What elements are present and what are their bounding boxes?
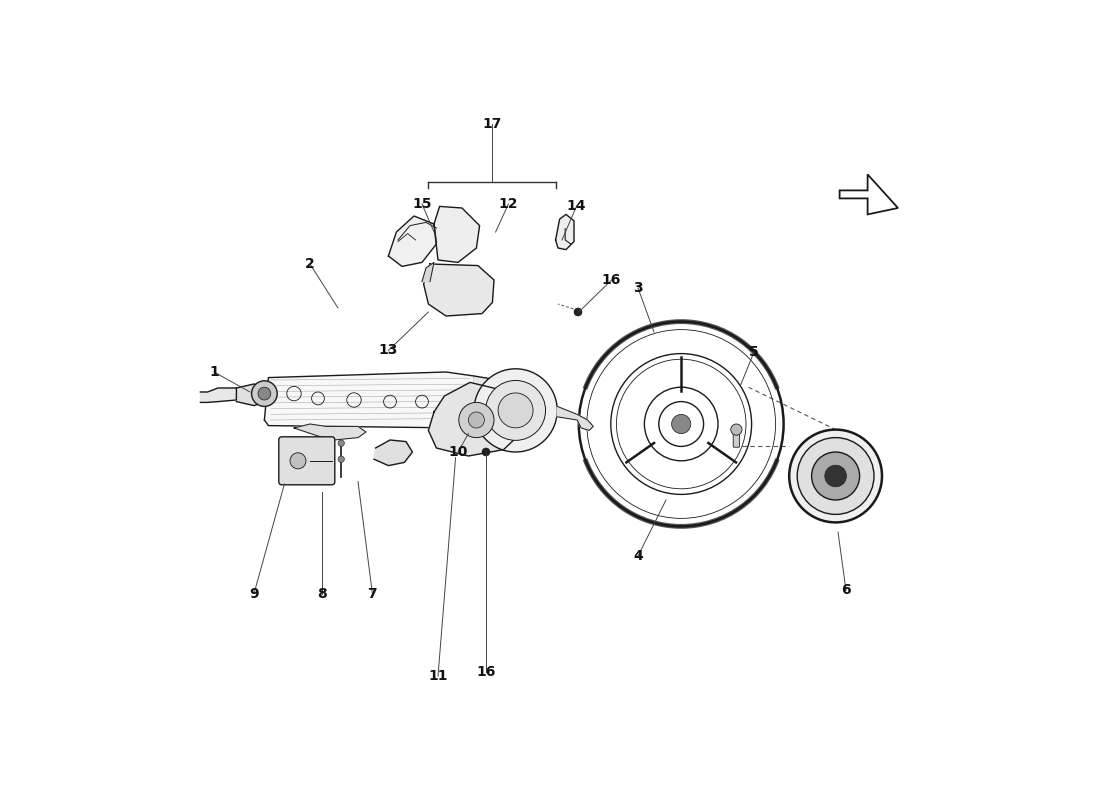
- Text: 7: 7: [367, 586, 377, 601]
- Circle shape: [290, 453, 306, 469]
- Text: 12: 12: [498, 197, 518, 211]
- Polygon shape: [556, 214, 574, 250]
- Circle shape: [672, 414, 691, 434]
- Circle shape: [798, 438, 875, 514]
- Circle shape: [812, 452, 859, 500]
- FancyBboxPatch shape: [278, 437, 334, 485]
- Text: 5: 5: [749, 345, 759, 359]
- Circle shape: [258, 387, 271, 400]
- Text: 16: 16: [476, 665, 496, 679]
- Text: 11: 11: [428, 669, 448, 683]
- Text: 8: 8: [317, 586, 327, 601]
- Text: 17: 17: [483, 117, 502, 131]
- Circle shape: [338, 440, 344, 446]
- Text: 4: 4: [634, 549, 642, 563]
- Polygon shape: [294, 424, 366, 440]
- Polygon shape: [839, 174, 898, 214]
- Circle shape: [498, 393, 534, 428]
- Text: 3: 3: [634, 281, 642, 295]
- Text: 10: 10: [449, 445, 468, 459]
- Polygon shape: [474, 376, 498, 418]
- Polygon shape: [558, 406, 593, 430]
- Text: 2: 2: [305, 257, 315, 271]
- Circle shape: [485, 381, 546, 440]
- Circle shape: [474, 369, 558, 452]
- Circle shape: [252, 381, 277, 406]
- Text: 9: 9: [250, 586, 258, 601]
- Circle shape: [469, 412, 484, 428]
- Polygon shape: [434, 206, 480, 262]
- Text: 14: 14: [566, 199, 586, 214]
- Circle shape: [825, 465, 846, 486]
- Text: 6: 6: [842, 583, 850, 598]
- FancyBboxPatch shape: [734, 430, 739, 447]
- Circle shape: [459, 402, 494, 438]
- Text: 16: 16: [602, 273, 621, 287]
- Polygon shape: [374, 440, 412, 466]
- Circle shape: [574, 308, 582, 316]
- Text: 13: 13: [378, 343, 398, 358]
- Polygon shape: [424, 264, 494, 316]
- Polygon shape: [388, 216, 437, 266]
- Polygon shape: [428, 382, 522, 456]
- Polygon shape: [422, 262, 435, 282]
- Text: 15: 15: [412, 197, 431, 211]
- Polygon shape: [264, 372, 478, 428]
- Circle shape: [482, 448, 490, 456]
- Polygon shape: [236, 384, 266, 406]
- Polygon shape: [200, 388, 236, 402]
- Text: 1: 1: [209, 365, 219, 379]
- Circle shape: [338, 456, 344, 462]
- Circle shape: [789, 430, 882, 522]
- Circle shape: [730, 424, 743, 435]
